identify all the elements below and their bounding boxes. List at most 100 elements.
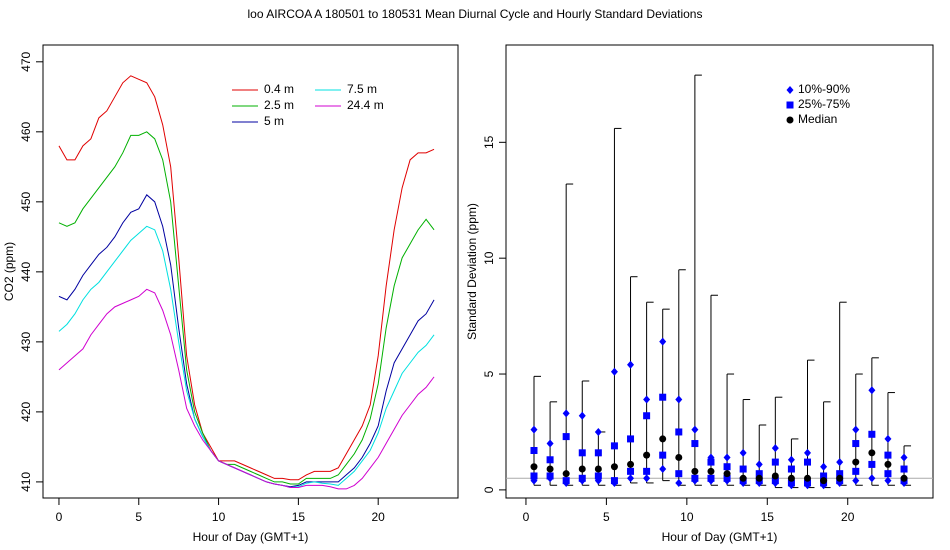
diamond-marker xyxy=(755,460,763,469)
legend-label: 24.4 m xyxy=(347,98,384,112)
legend-label: 25%-75% xyxy=(798,97,850,111)
diamond-marker xyxy=(739,448,747,457)
diamond-marker xyxy=(836,458,844,467)
legend-marker xyxy=(786,101,794,109)
x-tick-label: 5 xyxy=(135,510,142,524)
page-title: loo AIRCOA A 180501 to 180531 Mean Diurn… xyxy=(248,7,703,21)
legend-marker xyxy=(786,86,794,94)
y-tick-label: 450 xyxy=(19,192,33,212)
square-marker xyxy=(546,456,554,464)
x-tick-label: 5 xyxy=(603,510,610,524)
y-tick-label: 10 xyxy=(482,251,496,265)
square-marker xyxy=(868,430,876,438)
x-tick-label: 15 xyxy=(292,510,306,524)
square-marker xyxy=(546,472,554,480)
plot-box xyxy=(42,44,459,499)
diamond-marker xyxy=(868,474,876,483)
square-marker xyxy=(707,458,715,466)
diamond-marker xyxy=(562,409,570,418)
circle-marker xyxy=(868,449,876,457)
circle-marker xyxy=(852,458,860,466)
x-tick-label: 0 xyxy=(523,510,530,524)
square-marker xyxy=(723,474,731,482)
diamond-marker xyxy=(546,439,554,448)
y-tick-label: 0 xyxy=(482,486,496,493)
circle-marker xyxy=(739,474,747,482)
y-tick-label: 430 xyxy=(19,332,33,352)
square-marker xyxy=(739,465,747,473)
square-marker xyxy=(578,449,586,457)
circle-marker xyxy=(804,474,812,482)
square-marker xyxy=(643,467,651,475)
diamond-marker xyxy=(643,395,651,404)
y-tick-label: 420 xyxy=(19,402,33,422)
series-line xyxy=(58,288,435,490)
circle-marker xyxy=(900,474,908,482)
square-marker xyxy=(820,472,828,480)
circle-marker xyxy=(755,474,763,482)
circle-marker xyxy=(884,460,892,468)
y-tick-label: 410 xyxy=(19,472,33,492)
diamond-marker xyxy=(771,444,779,453)
square-marker xyxy=(578,474,586,482)
square-marker xyxy=(884,451,892,459)
legend-label: 5 m xyxy=(264,114,284,128)
square-marker xyxy=(868,460,876,468)
series-line xyxy=(58,194,435,488)
x-tick-label: 0 xyxy=(56,510,63,524)
square-marker xyxy=(852,467,860,475)
square-marker xyxy=(884,470,892,478)
circle-marker xyxy=(723,470,731,478)
diamond-marker xyxy=(530,425,538,434)
square-marker xyxy=(900,465,908,473)
diamond-marker xyxy=(900,453,908,462)
circle-marker xyxy=(594,465,602,473)
diamond-marker xyxy=(691,425,699,434)
diamond-marker xyxy=(627,360,635,369)
legend-label: Median xyxy=(798,112,837,126)
circle-marker xyxy=(836,474,844,482)
square-marker xyxy=(787,479,795,487)
series-line xyxy=(58,75,435,481)
circle-marker xyxy=(771,472,779,480)
y-tick-label: 470 xyxy=(19,51,33,71)
square-marker xyxy=(691,440,699,448)
square-marker xyxy=(755,470,763,478)
y-tick-label: 5 xyxy=(482,370,496,377)
square-marker xyxy=(804,458,812,466)
square-marker xyxy=(852,440,860,448)
square-marker xyxy=(594,449,602,457)
circle-marker xyxy=(675,453,683,461)
y-tick-label: 440 xyxy=(19,262,33,282)
square-marker xyxy=(771,477,779,485)
legend-label: 2.5 m xyxy=(264,98,294,112)
x-tick-label: 20 xyxy=(841,510,855,524)
square-marker xyxy=(610,442,618,450)
diamond-marker xyxy=(675,478,683,487)
series-line xyxy=(58,131,435,485)
circle-marker xyxy=(787,474,795,482)
y-tick-label: 15 xyxy=(482,135,496,149)
x-axis-title: Hour of Day (GMT+1) xyxy=(662,530,778,544)
diamond-marker xyxy=(884,476,892,485)
circle-marker xyxy=(707,467,715,475)
square-marker xyxy=(562,433,570,441)
x-tick-label: 20 xyxy=(372,510,386,524)
square-marker xyxy=(675,428,683,436)
square-marker xyxy=(562,477,570,485)
circle-marker xyxy=(610,463,618,471)
square-marker xyxy=(659,393,667,401)
circle-marker xyxy=(820,477,828,485)
circle-marker xyxy=(627,460,635,468)
diamond-marker xyxy=(659,465,667,474)
square-marker xyxy=(530,446,538,454)
x-tick-label: 10 xyxy=(212,510,226,524)
circle-marker xyxy=(643,451,651,459)
diamond-marker xyxy=(578,411,586,420)
square-marker xyxy=(643,412,651,420)
diamond-marker xyxy=(787,455,795,464)
square-marker xyxy=(675,470,683,478)
diamond-marker xyxy=(804,448,812,457)
diamond-marker xyxy=(643,474,651,483)
